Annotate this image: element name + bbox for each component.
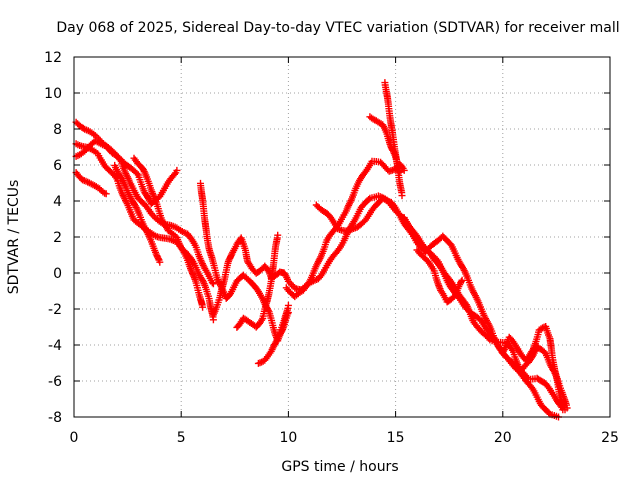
x-tick-label: 25 <box>601 430 619 446</box>
data-points-arc-10 <box>254 301 292 367</box>
y-tick-label: 4 <box>53 194 62 210</box>
data-series-arc-9 <box>233 231 282 331</box>
y-tick-label: -6 <box>48 374 62 390</box>
x-tick-label: 0 <box>70 430 79 446</box>
x-axis-label: GPS time / hours <box>281 459 398 475</box>
x-tick-label: 20 <box>494 430 512 446</box>
y-tick-label: -8 <box>48 410 62 426</box>
y-tick-label: 0 <box>53 266 62 282</box>
data-series-arc-16 <box>413 246 466 306</box>
x-tick-label: 5 <box>177 430 186 446</box>
data-points-arc-3 <box>72 169 110 198</box>
y-tick-label: -4 <box>48 338 62 354</box>
y-tick-label: 8 <box>53 122 62 138</box>
data-points-arc-17 <box>499 323 569 414</box>
data-series-layer <box>72 79 571 421</box>
y-tick-label: 10 <box>44 86 62 102</box>
data-points-arc-5 <box>111 161 164 266</box>
data-series-arc-14 <box>381 79 406 200</box>
chart-title: Day 068 of 2025, Sidereal Day-to-day VTE… <box>56 20 619 36</box>
x-tick-label: 15 <box>387 430 405 446</box>
x-tick-label: 10 <box>279 430 297 446</box>
data-series-arc-5 <box>111 161 164 266</box>
grid-lines <box>74 57 610 417</box>
y-tick-label: 2 <box>53 230 62 246</box>
data-points-arc-9 <box>233 231 282 331</box>
data-series-arc-6 <box>130 154 207 311</box>
data-series-arc-17 <box>499 323 569 414</box>
data-series-arc-3 <box>72 169 110 198</box>
y-tick-label: -2 <box>48 302 62 318</box>
data-points-arc-6 <box>130 154 207 311</box>
y-tick-label: 6 <box>53 158 62 174</box>
y-axis-label: SDTVAR / TECUs <box>6 180 22 295</box>
data-points-arc-14 <box>381 79 406 200</box>
y-tick-label: 12 <box>44 50 62 66</box>
data-series-arc-10 <box>254 301 292 367</box>
data-points-arc-16 <box>413 246 466 306</box>
axis-ticks: 0 5 10 15 20 25 -8 -6 -4 -2 0 2 4 6 8 10 12 <box>44 50 619 446</box>
